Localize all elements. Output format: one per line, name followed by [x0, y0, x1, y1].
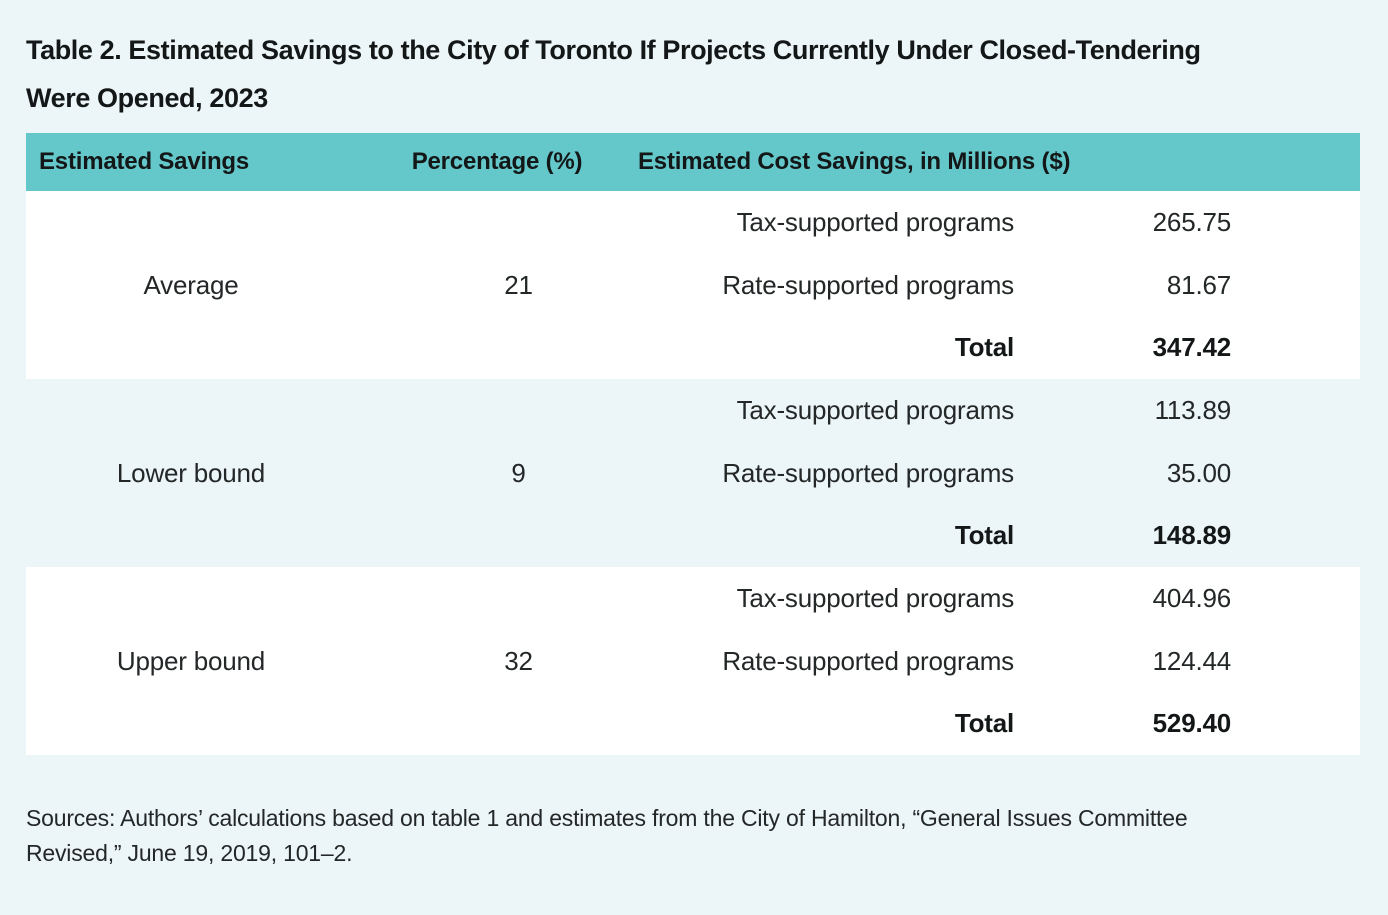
table-group-lower-bound: Lower bound 9 Tax-supported programs 113… — [26, 379, 1360, 567]
total-label: Total — [954, 332, 1014, 363]
table-group-average: Average 21 Tax-supported programs 265.75… — [26, 191, 1360, 379]
savings-table: Estimated Savings Percentage (%) Estimat… — [26, 133, 1360, 755]
group-rows: Tax-supported programs 113.89 Rate-suppo… — [681, 379, 1360, 567]
group-percentage: 32 — [504, 645, 533, 676]
total-label: Total — [954, 708, 1014, 739]
table-row: Rate-supported programs 81.67 — [681, 254, 1360, 317]
program-label: Tax-supported programs — [736, 582, 1015, 613]
header-percentage: Percentage (%) — [411, 148, 583, 175]
group-percentage: 9 — [511, 457, 526, 488]
table-row: Tax-supported programs 265.75 — [681, 191, 1360, 254]
program-value: 113.89 — [1154, 394, 1232, 425]
table-row-total: Total 347.42 — [681, 316, 1360, 379]
sources-line1: Sources: Authors’ calculations based on … — [26, 805, 1188, 831]
program-label: Rate-supported programs — [722, 457, 1014, 488]
program-value: 265.75 — [1152, 206, 1232, 237]
group-percentage: 21 — [504, 269, 533, 300]
total-label: Total — [954, 520, 1014, 551]
table-row: Rate-supported programs 35.00 — [681, 442, 1360, 505]
program-label: Tax-supported programs — [736, 394, 1015, 425]
table-header-row: Estimated Savings Percentage (%) Estimat… — [26, 133, 1360, 191]
program-value: 124.44 — [1152, 645, 1232, 676]
group-label: Average — [143, 269, 239, 300]
page: { "title": { "lines": [ "Table 2. Estima… — [0, 26, 1388, 915]
program-value: 35.00 — [1166, 457, 1231, 488]
group-label: Lower bound — [116, 457, 266, 488]
table-figure: Table 2. Estimated Savings to the City o… — [0, 26, 1388, 871]
sources-line2: Revised,” June 19, 2019, 101–2. — [26, 840, 353, 866]
program-label: Rate-supported programs — [722, 269, 1014, 300]
table-row: Rate-supported programs 124.44 — [681, 630, 1360, 693]
table-title-line1: Table 2. Estimated Savings to the City o… — [26, 35, 1201, 65]
total-value: 529.40 — [1152, 708, 1232, 739]
table-title-line2: Were Opened, 2023 — [26, 83, 268, 113]
header-estimated-savings: Estimated Savings — [39, 148, 250, 175]
program-value: 81.67 — [1166, 269, 1231, 300]
table-title: Table 2. Estimated Savings to the City o… — [26, 26, 1360, 122]
table-row-total: Total 529.40 — [681, 692, 1360, 755]
group-label: Upper bound — [116, 645, 266, 676]
group-rows: Tax-supported programs 404.96 Rate-suppo… — [681, 567, 1360, 755]
total-value: 347.42 — [1152, 332, 1232, 363]
total-value: 148.89 — [1152, 520, 1232, 551]
program-label: Tax-supported programs — [736, 206, 1015, 237]
table-row: Tax-supported programs 113.89 — [681, 379, 1360, 442]
table-row-total: Total 148.89 — [681, 504, 1360, 567]
program-value: 404.96 — [1152, 582, 1232, 613]
sources-note: Sources: Authors’ calculations based on … — [26, 801, 1360, 871]
group-rows: Tax-supported programs 265.75 Rate-suppo… — [681, 191, 1360, 379]
header-cost-savings: Estimated Cost Savings, in Millions ($) — [638, 148, 1071, 175]
table-group-upper-bound: Upper bound 32 Tax-supported programs 40… — [26, 567, 1360, 755]
table-row: Tax-supported programs 404.96 — [681, 567, 1360, 630]
program-label: Rate-supported programs — [722, 645, 1014, 676]
